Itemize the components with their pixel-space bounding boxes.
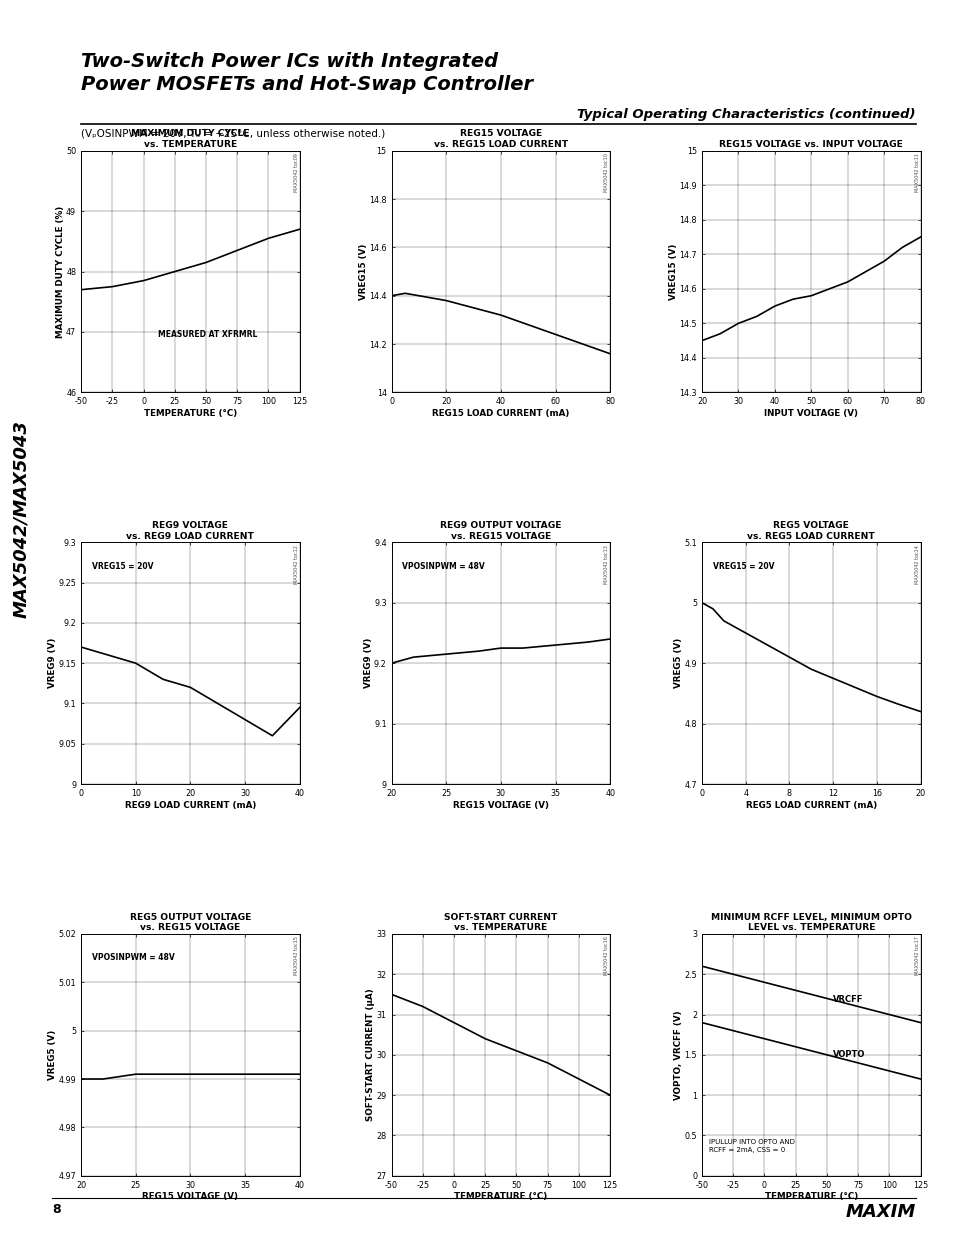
Text: VPOSINPWM = 48V: VPOSINPWM = 48V <box>91 953 174 962</box>
Text: VPOSINPWM = 48V: VPOSINPWM = 48V <box>402 562 485 571</box>
Title: REG9 VOLTAGE
vs. REG9 LOAD CURRENT: REG9 VOLTAGE vs. REG9 LOAD CURRENT <box>127 521 254 541</box>
Y-axis label: VREG5 (V): VREG5 (V) <box>674 638 682 688</box>
Text: IPULLUP INTO OPTO AND
RCFF = 2mA, CSS = 0: IPULLUP INTO OPTO AND RCFF = 2mA, CSS = … <box>708 1140 794 1153</box>
X-axis label: REG15 LOAD CURRENT (mA): REG15 LOAD CURRENT (mA) <box>432 409 569 419</box>
Title: REG5 VOLTAGE
vs. REG5 LOAD CURRENT: REG5 VOLTAGE vs. REG5 LOAD CURRENT <box>746 521 874 541</box>
Title: REG5 OUTPUT VOLTAGE
vs. REG15 VOLTAGE: REG5 OUTPUT VOLTAGE vs. REG15 VOLTAGE <box>130 913 251 932</box>
Text: 8: 8 <box>52 1203 61 1216</box>
Y-axis label: MAXIMUM DUTY CYCLE (%): MAXIMUM DUTY CYCLE (%) <box>55 205 65 337</box>
Title: REG15 VOLTAGE
vs. REG15 LOAD CURRENT: REG15 VOLTAGE vs. REG15 LOAD CURRENT <box>434 130 567 149</box>
Text: VREG15 = 20V: VREG15 = 20V <box>91 562 153 571</box>
Title: SOFT-START CURRENT
vs. TEMPERATURE: SOFT-START CURRENT vs. TEMPERATURE <box>444 913 557 932</box>
X-axis label: TEMPERATURE (°C): TEMPERATURE (°C) <box>764 1192 857 1202</box>
Text: MAX5042 toc15: MAX5042 toc15 <box>294 936 298 976</box>
X-axis label: INPUT VOLTAGE (V): INPUT VOLTAGE (V) <box>763 409 858 419</box>
X-axis label: TEMPERATURE (°C): TEMPERATURE (°C) <box>454 1192 547 1202</box>
Text: MEASURED AT XFRMRL: MEASURED AT XFRMRL <box>157 330 256 340</box>
Y-axis label: VREG15 (V): VREG15 (V) <box>358 243 367 300</box>
Y-axis label: VREG15 (V): VREG15 (V) <box>668 243 678 300</box>
Text: VOPTO: VOPTO <box>832 1050 864 1060</box>
Y-axis label: VREG9 (V): VREG9 (V) <box>48 638 57 688</box>
Text: MAX5042 toc09: MAX5042 toc09 <box>294 153 298 191</box>
Text: MAX5042 toc16: MAX5042 toc16 <box>603 936 608 976</box>
Y-axis label: VREG5 (V): VREG5 (V) <box>48 1030 57 1079</box>
Text: MAX5042 toc12: MAX5042 toc12 <box>294 545 298 584</box>
Text: MAX5042 toc17: MAX5042 toc17 <box>914 936 919 976</box>
Text: MAX5042 toc10: MAX5042 toc10 <box>603 153 608 191</box>
Text: MAX5042 toc14: MAX5042 toc14 <box>914 545 919 584</box>
Text: Two-Switch Power ICs with Integrated
Power MOSFETs and Hot-Swap Controller: Two-Switch Power ICs with Integrated Pow… <box>81 52 533 94</box>
Text: MAXIM: MAXIM <box>844 1203 915 1221</box>
Y-axis label: SOFT-START CURRENT (μA): SOFT-START CURRENT (μA) <box>366 988 375 1121</box>
Text: (VₚOSINPWM = 20V, Tₐ = +25°C, unless otherwise noted.): (VₚOSINPWM = 20V, Tₐ = +25°C, unless oth… <box>81 128 385 138</box>
Text: MAX5042 toc13: MAX5042 toc13 <box>603 545 608 584</box>
X-axis label: REG15 VOLTAGE (V): REG15 VOLTAGE (V) <box>142 1192 238 1202</box>
Text: Typical Operating Characteristics (continued): Typical Operating Characteristics (conti… <box>577 107 915 121</box>
X-axis label: REG9 LOAD CURRENT (mA): REG9 LOAD CURRENT (mA) <box>125 800 255 810</box>
Title: REG15 VOLTAGE vs. INPUT VOLTAGE: REG15 VOLTAGE vs. INPUT VOLTAGE <box>719 141 902 149</box>
Text: MAX5042/MAX5043: MAX5042/MAX5043 <box>12 420 30 618</box>
X-axis label: REG5 LOAD CURRENT (mA): REG5 LOAD CURRENT (mA) <box>745 800 876 810</box>
X-axis label: TEMPERATURE (°C): TEMPERATURE (°C) <box>144 409 236 419</box>
Text: MAX5042 toc11: MAX5042 toc11 <box>914 153 919 191</box>
Y-axis label: VOPTO, VRCFF (V): VOPTO, VRCFF (V) <box>673 1010 682 1099</box>
Title: MINIMUM RCFF LEVEL, MINIMUM OPTO
LEVEL vs. TEMPERATURE: MINIMUM RCFF LEVEL, MINIMUM OPTO LEVEL v… <box>710 913 911 932</box>
Title: MAXIMUM DUTY CYCLE
vs. TEMPERATURE: MAXIMUM DUTY CYCLE vs. TEMPERATURE <box>131 130 250 149</box>
Text: VREG15 = 20V: VREG15 = 20V <box>712 562 774 571</box>
Y-axis label: VREG9 (V): VREG9 (V) <box>363 638 373 688</box>
X-axis label: REG15 VOLTAGE (V): REG15 VOLTAGE (V) <box>453 800 548 810</box>
Text: VRCFF: VRCFF <box>832 994 862 1004</box>
Title: REG9 OUTPUT VOLTAGE
vs. REG15 VOLTAGE: REG9 OUTPUT VOLTAGE vs. REG15 VOLTAGE <box>439 521 561 541</box>
